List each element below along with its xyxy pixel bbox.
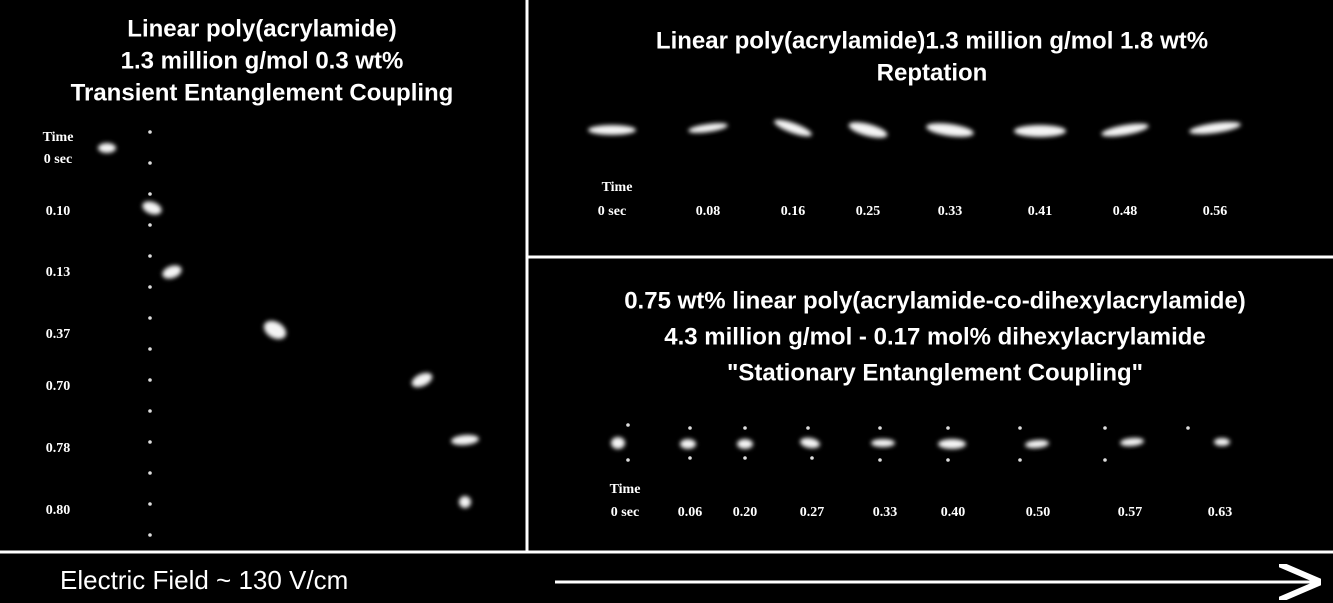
post-marker [148,502,152,506]
post-marker [1186,426,1190,430]
molecule-image [98,143,116,153]
time-label: 0.57 [1118,505,1143,520]
post-marker [626,458,630,462]
time-label: 0.48 [1113,204,1138,219]
post-marker [946,458,950,462]
post-marker [626,423,630,427]
panel-title: 4.3 million g/mol - 0.17 mol% dihexylacr… [664,323,1206,350]
molecule-image [737,439,753,449]
panel-title: 0.75 wt% linear poly(acrylamide-co-dihex… [624,287,1246,314]
time-header: Time [43,130,74,145]
panel-title: Linear poly(acrylamide)1.3 million g/mol… [656,27,1208,54]
post-marker [148,254,152,258]
figure: Electric Field ~ 130 V/cm Linear poly(ac… [0,0,1333,603]
post-marker [148,223,152,227]
post-marker [148,409,152,413]
post-marker [688,456,692,460]
footer-label: Electric Field ~ 130 V/cm [60,565,348,595]
time-label: 0.41 [1028,204,1053,219]
post-marker [810,456,814,460]
post-marker [806,426,810,430]
panel-title: Linear poly(acrylamide) [127,15,396,42]
time-label: 0 sec [611,505,639,520]
panel-title: Transient Entanglement Coupling [71,79,454,106]
time-label: 0.20 [733,505,758,520]
post-marker [148,378,152,382]
time-label: 0.56 [1203,204,1228,219]
post-marker [148,192,152,196]
panel-title: Reptation [877,59,988,86]
time-label: 0.27 [800,505,825,520]
time-label: 0.06 [678,505,703,520]
time-label: 0.78 [46,441,71,456]
post-marker [148,316,152,320]
molecule-image [459,496,471,508]
molecule-image [588,125,636,135]
molecule-image [871,439,895,447]
time-label: 0.80 [46,503,71,518]
time-label: 0 sec [598,204,626,219]
time-label: 0.13 [46,265,71,280]
time-label: 0 sec [44,152,72,167]
time-label: 0.33 [938,204,963,219]
post-marker [148,471,152,475]
time-label: 0.70 [46,379,71,394]
time-label: 0.25 [856,204,881,219]
post-marker [878,426,882,430]
post-marker [743,456,747,460]
post-marker [148,161,152,165]
post-marker [743,426,747,430]
post-marker [148,130,152,134]
time-label: 0.50 [1026,505,1051,520]
time-label: 0.08 [696,204,721,219]
post-marker [878,458,882,462]
post-marker [1018,458,1022,462]
post-marker [946,426,950,430]
time-label: 0.16 [781,204,806,219]
molecule-image [1214,438,1230,446]
post-marker [148,285,152,289]
panel-title: 1.3 million g/mol 0.3 wt% [121,47,404,74]
post-marker [1103,458,1107,462]
panel-title: "Stationary Entanglement Coupling" [727,359,1143,386]
time-label: 0.10 [46,204,71,219]
post-marker [148,533,152,537]
time-label: 0.37 [46,327,71,342]
post-marker [148,440,152,444]
time-label: 0.63 [1208,505,1233,520]
molecule-image [680,439,696,449]
time-header: Time [602,180,633,195]
post-marker [1018,426,1022,430]
page: {"left_panel": {"title": ["Linear poly(a… [0,0,1333,603]
post-marker [1103,426,1107,430]
post-marker [688,426,692,430]
molecule-image [1014,125,1066,137]
time-header: Time [610,482,641,497]
molecule-image [938,439,966,449]
time-label: 0.33 [873,505,898,520]
post-marker [148,347,152,351]
molecule-image [611,437,625,449]
time-label: 0.40 [941,505,966,520]
